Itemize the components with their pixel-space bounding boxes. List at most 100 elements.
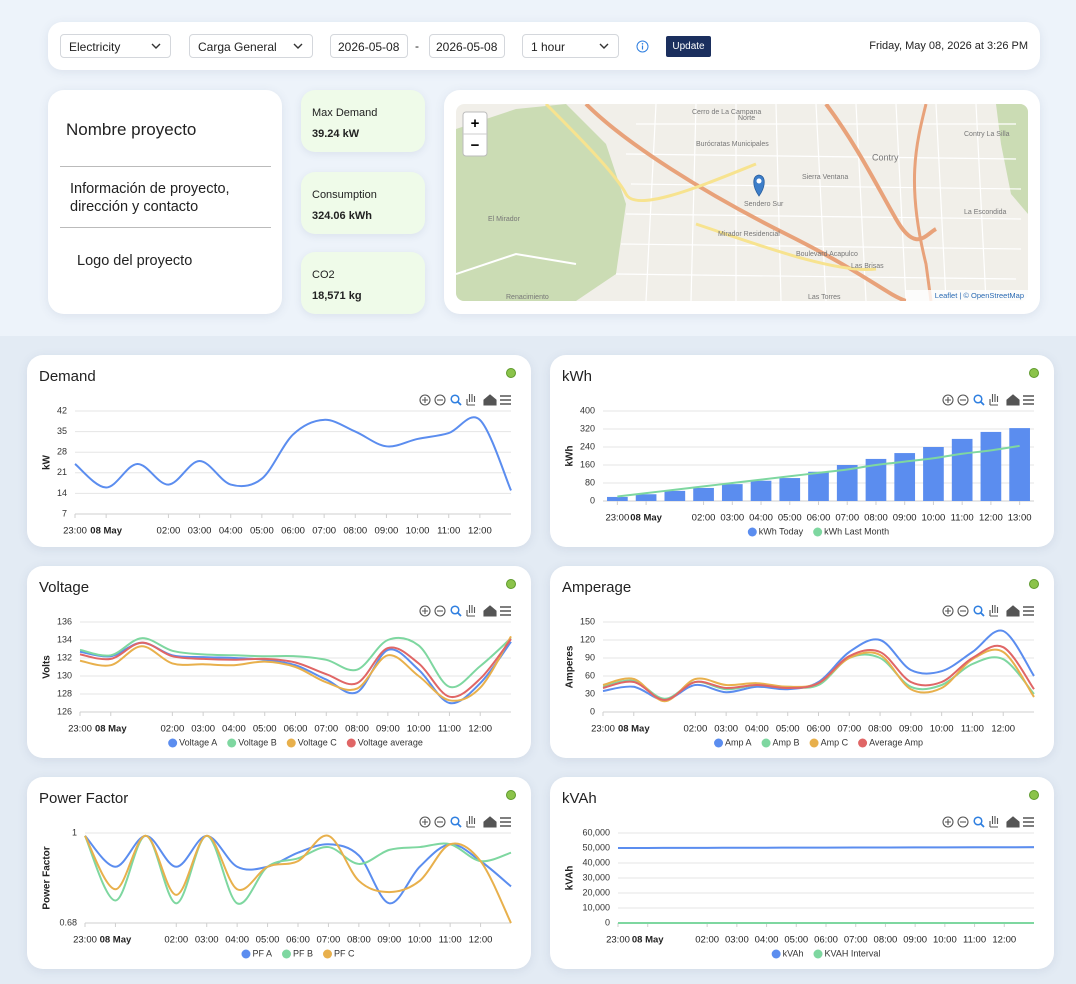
legend-marker[interactable]: [747, 527, 757, 537]
zoom-select-icon[interactable]: [450, 605, 460, 615]
legend-marker[interactable]: [858, 738, 868, 748]
legend-label[interactable]: PF B: [293, 948, 313, 958]
map-attribution[interactable]: Leaflet | © OpenStreetMap: [935, 291, 1024, 300]
pan-icon[interactable]: [989, 605, 999, 617]
legend-marker[interactable]: [323, 949, 333, 959]
zoom-select-icon[interactable]: [973, 816, 983, 826]
legend-marker[interactable]: [813, 949, 823, 959]
legend-marker[interactable]: [227, 738, 237, 748]
home-icon[interactable]: [1006, 816, 1020, 828]
zoom-out-icon[interactable]: [957, 816, 969, 828]
x-tick-label: 04:00: [749, 513, 773, 524]
zoom-select-icon[interactable]: [450, 816, 460, 826]
load-select[interactable]: Carga General: [189, 34, 313, 58]
zoom-in-icon[interactable]: [419, 394, 431, 406]
legend-label[interactable]: Amp B: [773, 737, 800, 747]
zoom-select-icon[interactable]: [973, 394, 983, 404]
zoom-select-icon[interactable]: [973, 605, 983, 615]
legend-marker[interactable]: [813, 527, 823, 537]
date-to[interactable]: 2026-05-08: [429, 34, 505, 58]
home-icon[interactable]: [1006, 605, 1020, 617]
zoom-in-icon[interactable]: [419, 605, 431, 617]
series-line: [602, 644, 1035, 701]
source-select[interactable]: Electricity: [60, 34, 171, 58]
pan-icon[interactable]: [466, 605, 476, 617]
home-icon[interactable]: [483, 394, 497, 406]
menu-icon[interactable]: [500, 395, 511, 405]
legend-label[interactable]: Voltage A: [179, 737, 217, 747]
zoom-out-icon[interactable]: [434, 394, 446, 406]
zoom-in-icon[interactable]: [942, 816, 954, 828]
y-tick-label: 150: [580, 616, 595, 626]
x-tick-label: 08:00: [345, 724, 369, 735]
zoom-in[interactable]: +: [471, 115, 480, 132]
legend-marker[interactable]: [714, 738, 724, 748]
zoom-out-icon[interactable]: [434, 605, 446, 617]
legend-label[interactable]: KVAH Interval: [824, 948, 880, 958]
legend-label[interactable]: kVAh: [783, 948, 804, 958]
zoom-control[interactable]: + −: [462, 111, 488, 157]
legend-marker[interactable]: [346, 738, 356, 748]
legend-label[interactable]: Voltage C: [298, 737, 338, 747]
map[interactable]: Cerro de La Campana Burócratas Municipal…: [456, 104, 1028, 301]
legend-label[interactable]: Average Amp: [869, 737, 923, 747]
legend-label[interactable]: Voltage average: [358, 737, 423, 747]
update-button[interactable]: Update: [666, 36, 711, 57]
menu-icon[interactable]: [1023, 817, 1034, 827]
legend-marker[interactable]: [286, 738, 296, 748]
x-tick-label: 09:00: [376, 724, 400, 735]
pan-icon[interactable]: [466, 394, 476, 406]
chart-toolbar[interactable]: [419, 816, 511, 828]
legend-marker[interactable]: [809, 738, 819, 748]
interval-select[interactable]: 1 hour: [522, 34, 619, 58]
legend-label[interactable]: Amp C: [821, 737, 849, 747]
map-marker[interactable]: [753, 174, 765, 197]
legend-label[interactable]: Amp A: [725, 737, 752, 747]
zoom-in-icon: [945, 397, 951, 403]
x-tick-label: 03:00: [188, 526, 212, 537]
pan-icon[interactable]: [466, 816, 476, 828]
menu-icon[interactable]: [500, 817, 511, 827]
legend-label[interactable]: Voltage B: [238, 737, 277, 747]
x-tick-label: 23:00: [605, 513, 629, 524]
zoom-in-icon[interactable]: [942, 394, 954, 406]
chart-toolbar[interactable]: [942, 816, 1034, 828]
menu-icon[interactable]: [1023, 606, 1034, 616]
date-from[interactable]: 2026-05-08: [330, 34, 408, 58]
zoom-out[interactable]: −: [471, 137, 480, 154]
home-icon[interactable]: [1006, 394, 1020, 406]
menu-icon[interactable]: [1023, 395, 1034, 405]
chart-card: kVAh kVAh 0 10,000 20,000 30,000 40,000 50,000 6…: [550, 777, 1054, 969]
legend-label[interactable]: kWh Last Month: [824, 526, 889, 536]
pan-icon[interactable]: [989, 394, 999, 406]
zoom-in-icon[interactable]: [419, 816, 431, 828]
zoom-out-icon[interactable]: [957, 394, 969, 406]
y-tick-label: 320: [580, 423, 595, 433]
legend-marker[interactable]: [168, 738, 178, 748]
legend-label[interactable]: PF A: [252, 948, 272, 958]
legend-label[interactable]: PF C: [334, 948, 355, 958]
y-tick-label: 40,000: [582, 857, 610, 867]
legend-marker[interactable]: [771, 949, 781, 959]
home-icon[interactable]: [483, 605, 497, 617]
info-icon[interactable]: [636, 40, 649, 53]
chart-toolbar[interactable]: [942, 394, 1034, 406]
chart-toolbar[interactable]: [419, 394, 511, 406]
chart-toolbar[interactable]: [942, 605, 1034, 617]
zoom-select-icon[interactable]: [450, 394, 460, 404]
x-tick-label: 08:00: [874, 935, 898, 946]
menu-icon[interactable]: [500, 606, 511, 616]
zoom-in-icon[interactable]: [942, 605, 954, 617]
chart-toolbar[interactable]: [419, 605, 511, 617]
legend-label[interactable]: kWh Today: [759, 526, 804, 536]
legend-marker[interactable]: [241, 949, 251, 959]
x-tick-label: 02:00: [164, 935, 188, 946]
home-icon[interactable]: [483, 816, 497, 828]
pan-icon[interactable]: [989, 816, 999, 828]
legend-marker[interactable]: [761, 738, 771, 748]
status-dot: [1029, 368, 1039, 378]
legend-marker[interactable]: [281, 949, 291, 959]
y-tick-label: 132: [57, 652, 72, 662]
zoom-out-icon[interactable]: [434, 816, 446, 828]
zoom-out-icon[interactable]: [957, 605, 969, 617]
